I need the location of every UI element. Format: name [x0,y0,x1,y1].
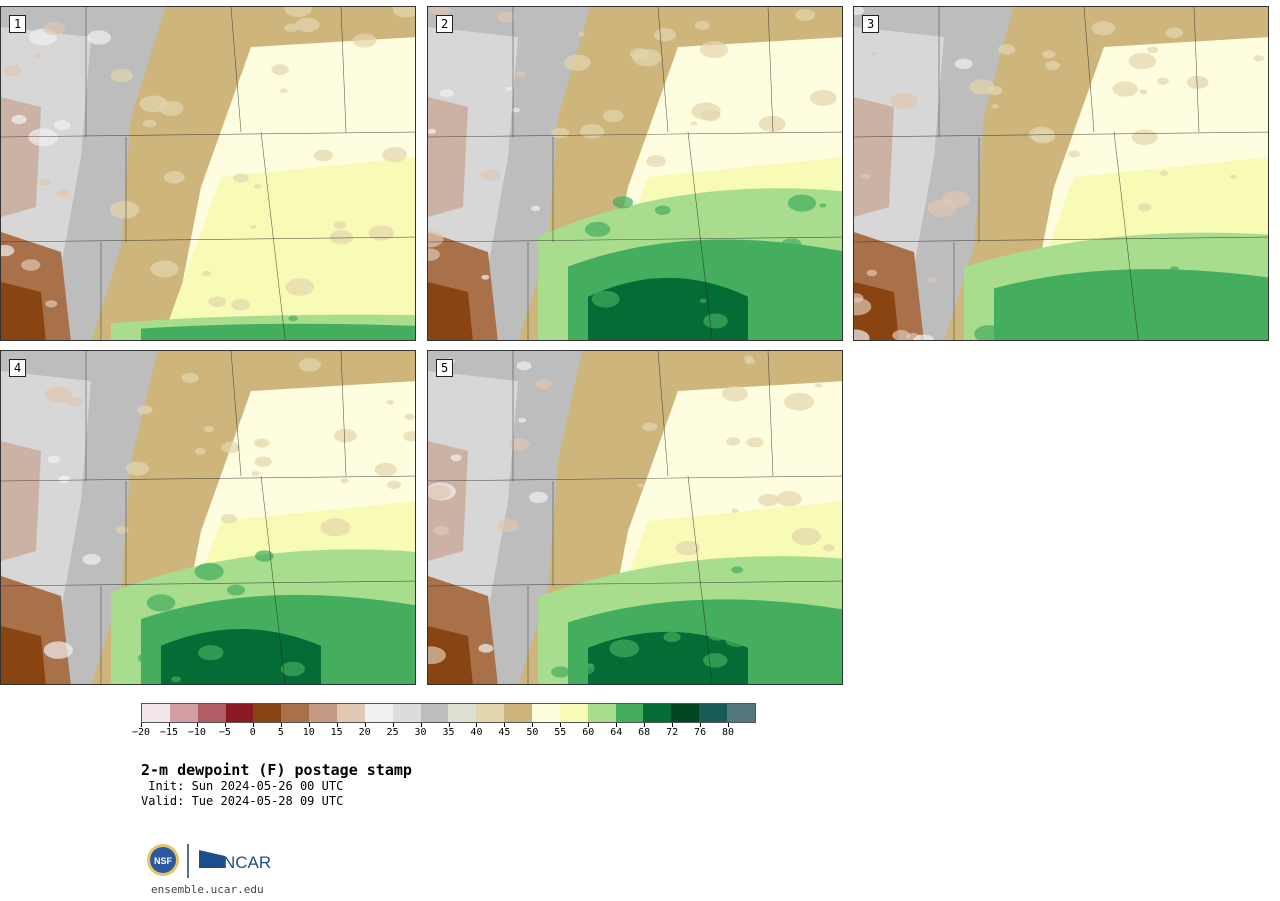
colorbar-tick-label: 72 [666,723,679,738]
logos: NSF NCAR [145,842,275,882]
colorbar-tick-label: 80 [722,723,735,738]
colorbar-bin [253,704,282,722]
panel-number: 5 [436,359,454,377]
colorbar-tick-label: 25 [386,723,399,738]
colorbar-tick-label: −20 [131,723,151,738]
valid-time: Valid: Tue 2024-05-28 09 UTC [141,794,344,808]
plot-title: 2-m dewpoint (F) postage stamp [141,761,412,779]
colorbar-tick-label: −15 [159,723,178,738]
colorbar-ticks: −20 −15 −10 −5 0 5 10 15 20 25 30 35 40 45 50 55 60 64 68 7… [132,723,756,743]
dewpoint-map [428,7,842,340]
colorbar-bin [671,704,700,722]
panel-number: 4 [9,359,27,377]
colorbar-bin [142,704,170,722]
colorbar-bin [169,704,198,722]
colorbar-tick-label: 55 [554,723,567,738]
stamp-panel-2: 2 [427,6,843,341]
colorbar-tick-label: 50 [526,723,539,738]
dewpoint-map [1,351,415,684]
svg-text:NSF: NSF [154,856,173,866]
dewpoint-map [1,7,415,340]
colorbar-bin [197,704,226,722]
site-url: ensemble.ucar.edu [151,883,264,896]
colorbar-tick-label: −10 [187,723,206,738]
colorbar-tick-label: 35 [442,723,455,738]
colorbar-tick-label: 76 [694,723,707,738]
colorbar-bin [448,704,477,722]
dewpoint-map [854,7,1268,340]
colorbar-tick-label: 20 [358,723,371,738]
colorbar-bin [699,704,728,722]
panel-number: 2 [436,15,454,33]
colorbar-bin [559,704,588,722]
colorbar-tick-label: 10 [302,723,315,738]
stamp-panel-1: 1 [0,6,416,341]
colorbar-bin [392,704,421,722]
colorbar-bin [532,704,560,722]
colorbar-bin [727,704,755,722]
colorbar-tick-label: 68 [638,723,651,738]
colorbar-bin [364,704,393,722]
colorbar-bin [504,704,533,722]
panel-number: 1 [9,15,27,33]
colorbar-bin [337,704,365,722]
stamp-panel-3: 3 [853,6,1269,341]
dewpoint-map [428,351,842,684]
colorbar-tick-label: 15 [330,723,343,738]
colorbar-tick-label: 30 [414,723,427,738]
colorbar-tick-label: 0 [249,723,256,738]
colorbar-bin [615,704,644,722]
nsf-logo-icon: NSF [147,844,179,876]
colorbar-tick-label: −5 [218,723,231,738]
colorbar-tick-label: 45 [498,723,511,738]
colorbar-tick-label: 5 [277,723,284,738]
svg-text:NCAR: NCAR [223,853,271,872]
colorbar-bin [309,704,338,722]
colorbar-tick-label: 40 [470,723,483,738]
panel-number: 3 [862,15,880,33]
ncar-logo-icon: NCAR [199,850,271,872]
colorbar-bin [225,704,254,722]
colorbar-bin [476,704,505,722]
stamp-panel-5: 5 [427,350,843,685]
init-time: Init: Sun 2024-05-26 00 UTC [141,779,344,793]
colorbar-bin [420,704,449,722]
colorbar-bin [643,704,672,722]
colorbar-tick-label: 60 [582,723,595,738]
colorbar-tick-label: 64 [610,723,623,738]
dewpoint-colorbar [141,703,756,723]
stamp-panel-4: 4 [0,350,416,685]
colorbar-bin [587,704,616,722]
colorbar-bin [281,704,310,722]
